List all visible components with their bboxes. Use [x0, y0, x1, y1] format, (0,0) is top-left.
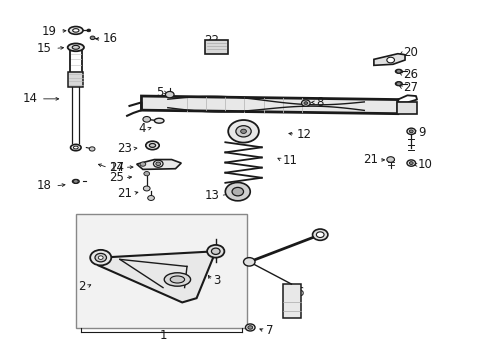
Ellipse shape: [70, 144, 81, 151]
Circle shape: [406, 160, 415, 166]
Circle shape: [228, 120, 258, 143]
Polygon shape: [98, 251, 215, 302]
Circle shape: [90, 250, 111, 265]
Ellipse shape: [72, 45, 79, 49]
Circle shape: [147, 195, 154, 201]
Text: 3: 3: [213, 274, 220, 287]
Text: 27: 27: [403, 81, 418, 94]
Text: 20: 20: [403, 46, 418, 59]
Bar: [205, 40, 228, 54]
Text: 21: 21: [362, 153, 377, 166]
Circle shape: [140, 162, 145, 166]
Polygon shape: [141, 96, 397, 114]
Text: 7: 7: [265, 324, 273, 337]
Ellipse shape: [149, 144, 155, 147]
Ellipse shape: [72, 180, 79, 183]
Text: 16: 16: [103, 32, 118, 45]
Text: 11: 11: [282, 154, 297, 167]
Circle shape: [143, 186, 150, 191]
Circle shape: [408, 130, 412, 133]
Text: 21: 21: [117, 187, 132, 200]
Text: 18: 18: [37, 180, 52, 193]
Text: 26: 26: [403, 68, 418, 81]
Circle shape: [408, 162, 412, 165]
Circle shape: [396, 82, 400, 85]
Circle shape: [243, 258, 255, 266]
Circle shape: [396, 69, 400, 73]
Circle shape: [156, 162, 160, 166]
Bar: [68, 72, 83, 86]
Circle shape: [142, 117, 150, 122]
Text: 13: 13: [204, 189, 219, 202]
Polygon shape: [373, 54, 404, 66]
Text: 12: 12: [296, 128, 311, 141]
Text: 17: 17: [109, 161, 124, 174]
Circle shape: [386, 57, 394, 63]
Text: 8: 8: [316, 96, 323, 109]
Bar: [282, 284, 301, 318]
Ellipse shape: [154, 118, 163, 123]
Circle shape: [207, 245, 224, 258]
Text: 19: 19: [41, 24, 57, 37]
Circle shape: [316, 232, 324, 238]
Circle shape: [406, 128, 415, 135]
Text: 24: 24: [108, 161, 123, 174]
Text: 2: 2: [78, 280, 85, 293]
Ellipse shape: [395, 82, 401, 86]
Circle shape: [87, 29, 90, 32]
Circle shape: [90, 36, 95, 40]
Circle shape: [240, 129, 246, 134]
Circle shape: [304, 102, 307, 104]
Circle shape: [89, 147, 95, 151]
Text: 9: 9: [417, 126, 425, 139]
Ellipse shape: [170, 276, 184, 283]
Ellipse shape: [68, 27, 83, 34]
Ellipse shape: [73, 146, 78, 149]
Ellipse shape: [395, 69, 401, 73]
Bar: [396, 102, 416, 114]
Circle shape: [98, 256, 103, 259]
Circle shape: [211, 248, 220, 255]
Circle shape: [245, 324, 255, 331]
Circle shape: [95, 253, 106, 262]
Circle shape: [235, 126, 251, 137]
Text: 5: 5: [155, 86, 163, 99]
Text: 4: 4: [139, 122, 146, 135]
Circle shape: [247, 326, 252, 329]
Circle shape: [232, 188, 243, 196]
Text: 14: 14: [22, 93, 38, 105]
Text: 15: 15: [37, 42, 52, 55]
Text: 25: 25: [109, 171, 123, 184]
Ellipse shape: [73, 29, 79, 32]
Circle shape: [312, 229, 327, 240]
Text: 10: 10: [417, 158, 432, 171]
Circle shape: [153, 160, 163, 167]
Bar: [76, 213, 246, 328]
Circle shape: [73, 180, 78, 183]
Text: 22: 22: [203, 34, 218, 47]
Ellipse shape: [145, 141, 159, 150]
Text: 6: 6: [296, 286, 303, 299]
Circle shape: [165, 91, 174, 98]
Polygon shape: [137, 159, 181, 170]
Text: 1: 1: [159, 329, 166, 342]
Ellipse shape: [67, 44, 84, 51]
Circle shape: [301, 100, 309, 106]
Circle shape: [143, 171, 149, 176]
Circle shape: [225, 183, 250, 201]
Ellipse shape: [164, 273, 190, 286]
Circle shape: [386, 157, 394, 162]
Text: 23: 23: [117, 142, 132, 155]
